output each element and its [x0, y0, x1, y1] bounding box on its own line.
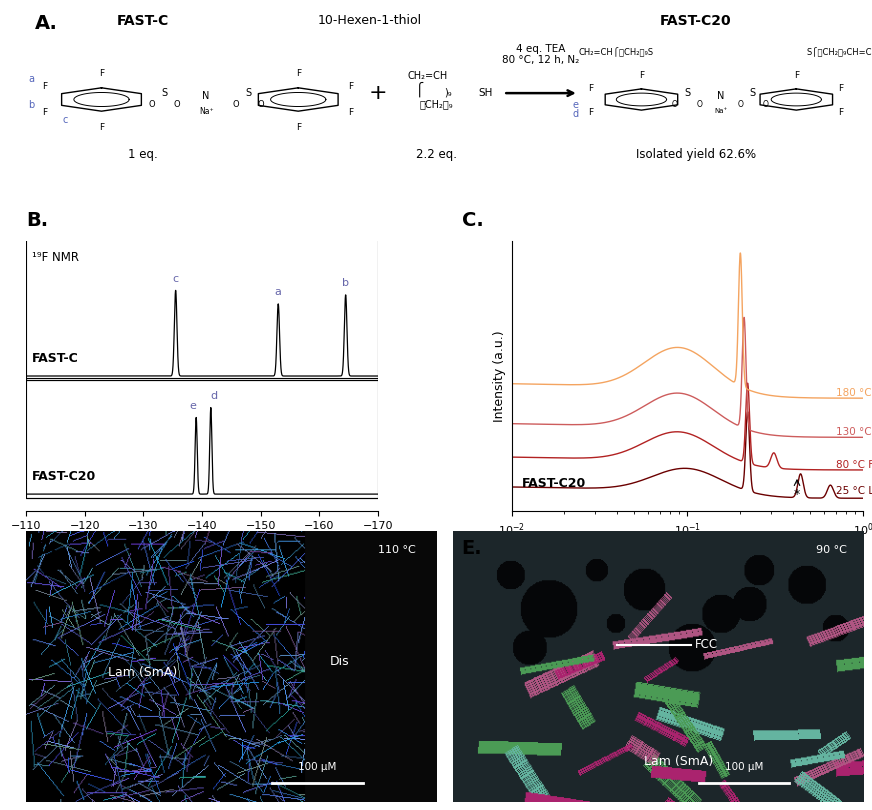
- Text: S: S: [750, 88, 756, 98]
- Text: FAST-C20: FAST-C20: [32, 471, 96, 484]
- Text: a: a: [275, 288, 282, 297]
- Text: 180 °C Dis: 180 °C Dis: [836, 388, 872, 398]
- Text: 〈CH₂〉₉: 〈CH₂〉₉: [419, 99, 453, 109]
- Text: d: d: [211, 391, 218, 401]
- Text: +: +: [369, 83, 387, 103]
- Text: c: c: [173, 274, 179, 284]
- Text: SH: SH: [478, 88, 493, 98]
- Text: O: O: [257, 100, 264, 109]
- Text: O: O: [174, 100, 181, 109]
- Text: F: F: [838, 84, 843, 93]
- Text: S: S: [685, 88, 691, 98]
- Text: CH₂=CH: CH₂=CH: [407, 71, 447, 81]
- Bar: [26, 378, 378, 498]
- Text: O: O: [762, 100, 768, 109]
- Text: *: *: [794, 488, 800, 501]
- Text: D.: D.: [34, 539, 58, 558]
- Bar: [26, 226, 378, 381]
- Text: S⎧〈CH₂〉₉CH=CH₂: S⎧〈CH₂〉₉CH=CH₂: [807, 48, 872, 57]
- Text: d: d: [573, 109, 579, 118]
- Y-axis label: Intensity (a.u.): Intensity (a.u.): [493, 330, 506, 422]
- Text: Isolated yield 62.6%: Isolated yield 62.6%: [636, 148, 756, 161]
- Text: 110 °C: 110 °C: [378, 545, 416, 555]
- Text: F: F: [589, 84, 594, 93]
- Text: O: O: [697, 100, 703, 109]
- Text: e: e: [189, 401, 196, 411]
- Text: Lam (SmA): Lam (SmA): [644, 755, 713, 768]
- Text: FAST-C: FAST-C: [117, 15, 169, 28]
- Text: F: F: [349, 83, 353, 92]
- Text: S: S: [245, 88, 251, 98]
- Text: e: e: [573, 100, 579, 110]
- X-axis label: q (Å⁻¹): q (Å⁻¹): [666, 544, 708, 558]
- Text: 100 μM: 100 μM: [298, 762, 337, 772]
- Text: 4 eq. TEA
80 °C, 12 h, N₂: 4 eq. TEA 80 °C, 12 h, N₂: [502, 44, 580, 66]
- Text: 25 °C Lam: 25 °C Lam: [836, 486, 872, 496]
- Text: CH₂=CH⎧〈CH₂〉₉S: CH₂=CH⎧〈CH₂〉₉S: [579, 48, 654, 57]
- Text: F: F: [296, 69, 301, 79]
- Text: Lam (SmA): Lam (SmA): [108, 666, 178, 679]
- Text: FAST-C20: FAST-C20: [660, 15, 732, 28]
- Text: O: O: [232, 100, 239, 109]
- Text: c: c: [63, 115, 68, 125]
- Text: )₉: )₉: [445, 87, 453, 97]
- Text: 80 °C FCC: 80 °C FCC: [836, 460, 872, 470]
- Text: 130 °C: 130 °C: [836, 427, 872, 437]
- Text: 90 °C: 90 °C: [816, 545, 847, 555]
- Text: FAST-C: FAST-C: [32, 352, 78, 365]
- Text: FCC: FCC: [695, 638, 719, 651]
- Text: a: a: [29, 75, 35, 84]
- Text: 1 eq.: 1 eq.: [128, 148, 158, 161]
- Text: F: F: [99, 123, 104, 132]
- Text: F: F: [42, 83, 47, 92]
- Text: b: b: [28, 100, 35, 110]
- Text: F: F: [296, 123, 301, 132]
- Text: b: b: [342, 279, 349, 288]
- Text: 10-Hexen-1-thiol: 10-Hexen-1-thiol: [317, 15, 421, 28]
- Text: F: F: [794, 71, 799, 80]
- Text: 2.2 eq.: 2.2 eq.: [416, 148, 457, 161]
- Text: F: F: [838, 108, 843, 117]
- Text: N: N: [718, 92, 725, 101]
- Text: S: S: [161, 88, 167, 98]
- Text: F: F: [42, 108, 47, 117]
- Text: B.: B.: [26, 211, 48, 230]
- Text: A.: A.: [35, 15, 58, 33]
- Text: F: F: [99, 69, 104, 79]
- Text: O: O: [738, 100, 743, 109]
- Text: Na⁺: Na⁺: [199, 107, 214, 116]
- X-axis label: δ (ppm): δ (ppm): [177, 536, 227, 549]
- Text: ⎧: ⎧: [414, 81, 424, 96]
- Text: O: O: [672, 100, 678, 109]
- Text: C.: C.: [462, 211, 484, 230]
- Text: F: F: [639, 71, 644, 80]
- Text: N: N: [202, 92, 210, 101]
- Text: Na⁺: Na⁺: [714, 109, 727, 114]
- Text: Dis: Dis: [330, 654, 350, 667]
- Text: ¹⁹F NMR: ¹⁹F NMR: [32, 251, 79, 265]
- Text: 100 μM: 100 μM: [726, 762, 764, 772]
- Text: F: F: [349, 108, 353, 117]
- Text: F: F: [589, 108, 594, 117]
- Text: O: O: [148, 100, 155, 109]
- Text: FAST-C20: FAST-C20: [522, 476, 586, 489]
- Text: E.: E.: [461, 539, 481, 558]
